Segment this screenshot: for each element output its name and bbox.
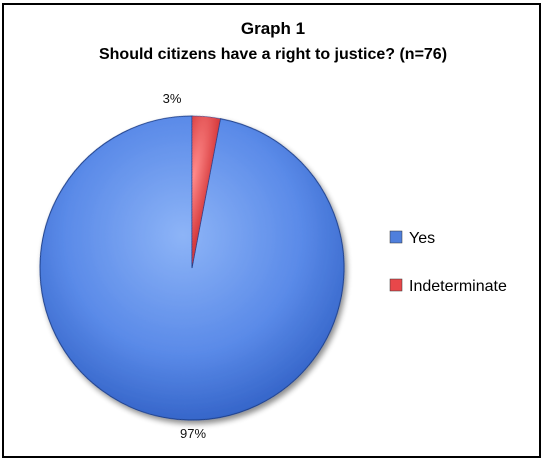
chart-subtitle: Should citizens have a right to justice?… — [98, 46, 448, 63]
data-label-yes: 97% — [180, 426, 206, 441]
pie-slice-indeterminate — [191, 115, 221, 269]
legend-swatch-yes — [389, 230, 403, 244]
legend-label-indeterminate: Indeterminate — [409, 278, 507, 295]
data-label-indeterminate: 3% — [163, 91, 182, 106]
legend-swatch-indeterminate — [389, 278, 403, 292]
legend-label-yes: Yes — [409, 230, 435, 247]
chart-title: Graph 1 — [240, 19, 306, 38]
